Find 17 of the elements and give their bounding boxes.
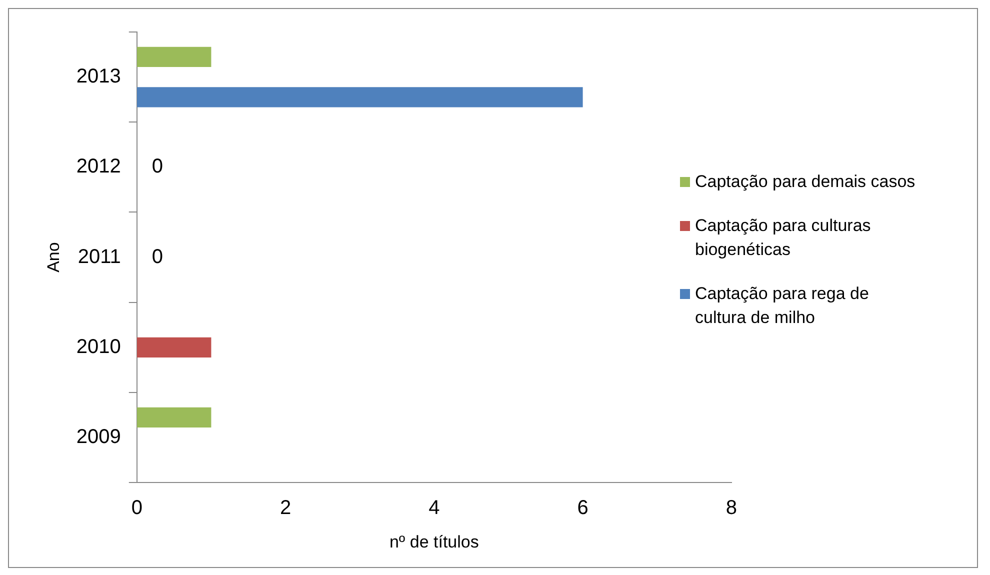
legend-label: Captação para demais casos bbox=[695, 171, 916, 193]
legend-label: Captação para rega de cultura de milho bbox=[695, 283, 870, 329]
y-tick-label: 2010 bbox=[76, 336, 121, 358]
x-tick-label: 0 bbox=[131, 497, 142, 520]
legend-label: Captação para culturas biogenéticas bbox=[695, 215, 872, 261]
x-tick-label: 6 bbox=[577, 497, 588, 520]
data-label: 0 bbox=[152, 156, 164, 178]
x-tick-label: 2 bbox=[280, 497, 292, 520]
y-tick-label: 2009 bbox=[76, 426, 121, 448]
x-axis-title: nº de títulos bbox=[389, 532, 479, 552]
x-tick-label: 4 bbox=[428, 497, 440, 520]
y-tick-label: 2013 bbox=[76, 66, 121, 88]
y-tick-label: 2011 bbox=[78, 246, 121, 268]
x-tick-label: 8 bbox=[726, 497, 737, 520]
data-label: 0 bbox=[152, 246, 164, 268]
y-tick-label: 2012 bbox=[76, 156, 121, 178]
y-axis-title: Ano bbox=[44, 242, 63, 272]
